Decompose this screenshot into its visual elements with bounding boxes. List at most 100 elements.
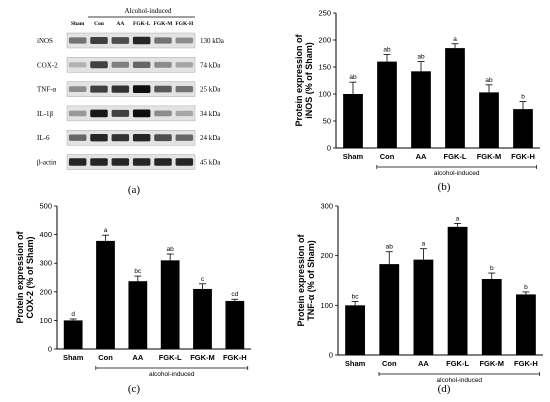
y-tick-label: 0 — [48, 345, 52, 354]
y-tick-label: 200 — [39, 287, 52, 296]
blot-lane-label: FGK-M — [154, 21, 174, 27]
category-label: FGK-M — [479, 359, 504, 368]
blot-band — [90, 158, 108, 166]
significance-letter: a — [453, 36, 457, 43]
blot-protein-label: iNOS — [37, 37, 53, 45]
blot-protein-label: IL-6 — [37, 134, 50, 142]
significance-letter: ab — [349, 74, 357, 81]
bar — [516, 294, 536, 355]
significance-letter: b — [524, 284, 528, 291]
blot-band — [90, 61, 108, 69]
y-tick-label: 100 — [318, 90, 331, 99]
blot-band — [175, 158, 194, 166]
significance-letter: bc — [134, 268, 142, 275]
blot-band — [154, 134, 172, 142]
bar — [481, 279, 502, 355]
category-label: Con — [98, 353, 113, 362]
y-tick-label: 300 — [39, 259, 52, 268]
blot-strip — [66, 81, 196, 97]
blot-lane-label: FGK-L — [133, 21, 151, 27]
panel-label-a: (a) — [128, 184, 141, 196]
category-label: FGK-M — [190, 353, 215, 362]
blot-band — [111, 85, 130, 93]
group-label: alcohol-induced — [437, 377, 483, 384]
group-label: alcohol-induced — [434, 170, 480, 177]
blot-band — [132, 85, 151, 93]
blot-band — [68, 110, 87, 117]
y-axis-label-line: COX-2 (% of Sham) — [25, 236, 35, 318]
bar — [343, 94, 363, 148]
blot-lane-label: Con — [94, 21, 104, 27]
significance-letter: c — [201, 276, 205, 283]
blot-band — [154, 110, 172, 117]
category-label: AA — [132, 353, 143, 362]
y-tick-label: 200 — [320, 251, 333, 260]
category-label: FGK-H — [223, 353, 247, 362]
significance-letter: d — [71, 311, 75, 318]
y-tick-label: 250 — [318, 9, 331, 18]
blot-protein-label: IL-1β — [37, 110, 53, 118]
category-label: Sham — [63, 353, 84, 362]
significance-letter: cd — [231, 291, 238, 298]
blot-band — [111, 134, 130, 142]
panel-label-b: (b) — [438, 181, 451, 193]
category-label: FGK-L — [444, 152, 467, 161]
blot-band — [111, 158, 130, 166]
y-tick-label: 0 — [327, 144, 331, 153]
blot-band — [132, 134, 151, 142]
blot-kda-label: 24 kDa — [200, 134, 221, 142]
blot-band — [90, 37, 108, 44]
blot-kda-label: 130 kDa — [200, 37, 225, 45]
significance-letter: b — [490, 265, 494, 272]
significance-letter: ab — [417, 54, 425, 61]
blot-band — [175, 37, 194, 44]
blot-band — [154, 158, 172, 166]
blot-group-label: Alcohol-induced — [124, 7, 172, 15]
bar — [96, 240, 115, 349]
significance-letter: ab — [383, 47, 391, 54]
bar — [225, 300, 245, 349]
significance-letter: a — [456, 215, 460, 222]
bar — [411, 71, 431, 148]
significance-letter: b — [521, 94, 525, 101]
category-label: FGK-M — [477, 152, 502, 161]
significance-letter: ab — [167, 246, 175, 253]
category-label: Con — [382, 359, 397, 368]
panel-label-d: (d) — [438, 383, 451, 395]
blot-protein-label: COX-2 — [37, 61, 58, 69]
blot-lane-label: FGK-H — [175, 21, 194, 27]
category-label: AA — [416, 152, 427, 161]
blot-band — [111, 109, 130, 117]
y-tick-label: 300 — [320, 202, 333, 211]
significance-letter: a — [422, 241, 426, 248]
bar — [377, 61, 397, 148]
bar — [128, 281, 148, 349]
blot-band — [68, 62, 87, 68]
blot-kda-label: 34 kDa — [200, 110, 221, 118]
blot-band — [154, 85, 172, 93]
category-label: Con — [380, 152, 395, 161]
y-tick-label: 200 — [318, 36, 331, 45]
y-axis-label-line: iNOS (% of Sham) — [304, 42, 314, 119]
category-label: FGK-L — [446, 359, 469, 368]
blot-lane-label: AA — [116, 21, 124, 27]
y-tick-label: 100 — [39, 316, 52, 325]
tnf-alpha-bar-chart: 0 100 200 300 Protein expression ofTNF-α (% … — [296, 202, 543, 384]
panel-labels: (a) (b) (c) (d) — [128, 181, 451, 395]
blot-strip — [66, 32, 196, 49]
western-blot-panel: Alcohol-induced Sham Con AA FGK-L FGK-M FGK-H i… — [37, 7, 225, 170]
blot-strip — [66, 154, 196, 170]
bar — [63, 320, 83, 349]
blot-band — [111, 61, 130, 68]
significance-letter: bc — [352, 293, 360, 300]
category-label: Sham — [343, 152, 364, 161]
significance-letter: ab — [386, 244, 394, 251]
bar — [345, 305, 365, 355]
bar — [413, 259, 434, 355]
significance-letter: ab — [485, 77, 493, 84]
y-tick-label: 0 — [329, 351, 333, 360]
blot-band — [132, 109, 151, 118]
blot-band — [154, 61, 172, 68]
bar — [447, 226, 468, 355]
blot-protein-label: TNF-α — [37, 86, 57, 94]
